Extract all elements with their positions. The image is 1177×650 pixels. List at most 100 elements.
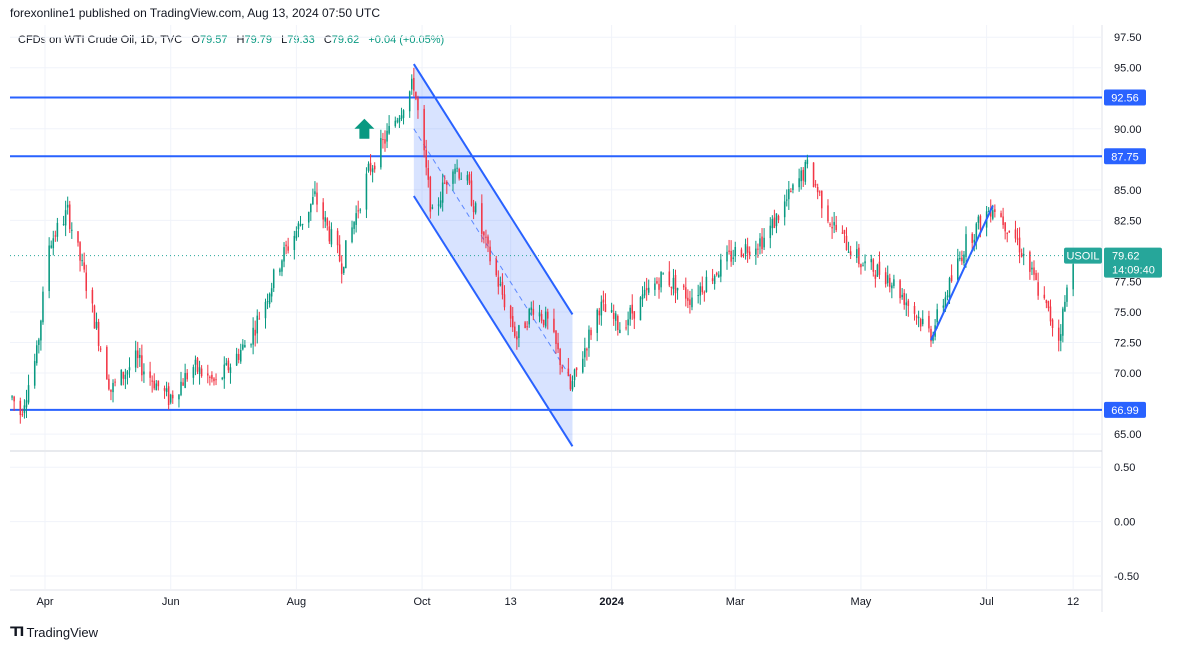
x-tick-label: May (851, 596, 872, 608)
candle-body (1051, 319, 1054, 328)
candle-body (237, 354, 240, 360)
candle-body (328, 226, 331, 242)
candle-body (1043, 294, 1046, 299)
symbol-tag (1064, 247, 1102, 264)
candle-body (165, 388, 168, 392)
time-axis[interactable]: Apr Jun Aug Oct 13 2024 Mar May Jul 12 (36, 596, 1079, 608)
candle-body (656, 281, 658, 284)
candle-body (439, 200, 442, 208)
candle-body (1031, 267, 1033, 270)
candle-body (806, 159, 809, 165)
candle-body (386, 130, 388, 142)
candle-body (862, 265, 864, 267)
candle-body (1047, 301, 1050, 309)
candle-body (225, 362, 228, 365)
candle-body (1072, 264, 1074, 290)
y-tick-label: 75.00 (1114, 307, 1142, 319)
candle-body (792, 184, 794, 191)
candle-body (553, 318, 555, 332)
candle-body (200, 368, 203, 377)
candle-body (351, 227, 353, 243)
countdown-label: 14:09:40 (1112, 265, 1155, 277)
candle-body (21, 414, 24, 416)
candle-body (198, 367, 201, 375)
candle-body (293, 235, 296, 250)
candle-body (963, 254, 965, 264)
candle-body (790, 190, 792, 192)
price-axis[interactable]: 97.50 95.00 90.00 85.00 82.50 77.50 75.00 72.50… (1114, 32, 1142, 441)
candle-body (1064, 301, 1066, 312)
candle-body (171, 394, 174, 399)
candle-body (703, 292, 706, 294)
candle-body (1060, 334, 1062, 341)
candle-body (124, 374, 127, 380)
candle-body (540, 313, 543, 321)
candle-body (930, 328, 932, 342)
candle-body (1018, 237, 1021, 253)
y-tick-label: 65.00 (1114, 429, 1142, 441)
x-tick-label: Apr (36, 596, 53, 608)
candle-body (907, 300, 910, 306)
candle-body (139, 354, 141, 358)
candle-body (454, 168, 456, 174)
candle-body (295, 230, 298, 239)
channel-fill (413, 64, 573, 447)
candle-body (946, 295, 949, 298)
candle-body (322, 202, 324, 220)
candle-body (619, 329, 621, 333)
candle-body (472, 206, 475, 213)
candle-body (1000, 213, 1002, 218)
candle-body (516, 336, 518, 340)
candle-body (151, 380, 153, 382)
candle-body (297, 223, 300, 230)
candle-body (936, 309, 938, 323)
candle-body (207, 373, 209, 376)
channel-mid-line (413, 128, 573, 381)
candle-body (301, 223, 304, 225)
candle-body (582, 358, 584, 373)
candle-body (544, 311, 547, 327)
candle-body (788, 189, 790, 200)
x-tick-label: 12 (1067, 596, 1079, 608)
candle-body (720, 259, 722, 277)
candle-body (340, 263, 343, 274)
candle-body (645, 288, 648, 291)
candle-body (1066, 287, 1068, 302)
current-price-tag (1104, 247, 1162, 278)
candle-body (431, 207, 434, 209)
up-arrow-icon (354, 118, 375, 139)
candle-body (68, 204, 71, 230)
candle-body (746, 246, 749, 253)
candle-body (324, 217, 327, 222)
candle-body (639, 297, 642, 321)
candle-body (384, 139, 386, 144)
candle-body (588, 329, 590, 349)
candle-body (398, 118, 401, 123)
candle-body (112, 382, 114, 393)
candle-body (730, 250, 732, 262)
horizontal-levels (10, 96, 1102, 411)
candle-body (357, 210, 359, 212)
candle-body (382, 139, 384, 141)
x-tick-label: Mar (726, 596, 745, 608)
candle-body (643, 289, 646, 296)
candle-body (40, 320, 42, 341)
candle-body (987, 211, 990, 213)
candle-body (979, 215, 982, 230)
candle-body (227, 360, 230, 371)
footer: ⅂⅂ TradingView (10, 624, 98, 640)
candle-body (833, 222, 835, 226)
candle-body (95, 321, 98, 329)
candle-body (266, 301, 269, 303)
y-tick-label: 85.00 (1114, 185, 1142, 197)
candle-body (715, 272, 718, 275)
candle-body (773, 217, 776, 228)
candle-body (526, 326, 528, 328)
symbol-tag-label: USOIL (1066, 251, 1099, 263)
x-tick-label: Jul (980, 596, 994, 608)
candle-body (114, 381, 116, 383)
candle-body (50, 245, 52, 248)
candle-body (54, 235, 57, 237)
candle-body (668, 271, 671, 286)
